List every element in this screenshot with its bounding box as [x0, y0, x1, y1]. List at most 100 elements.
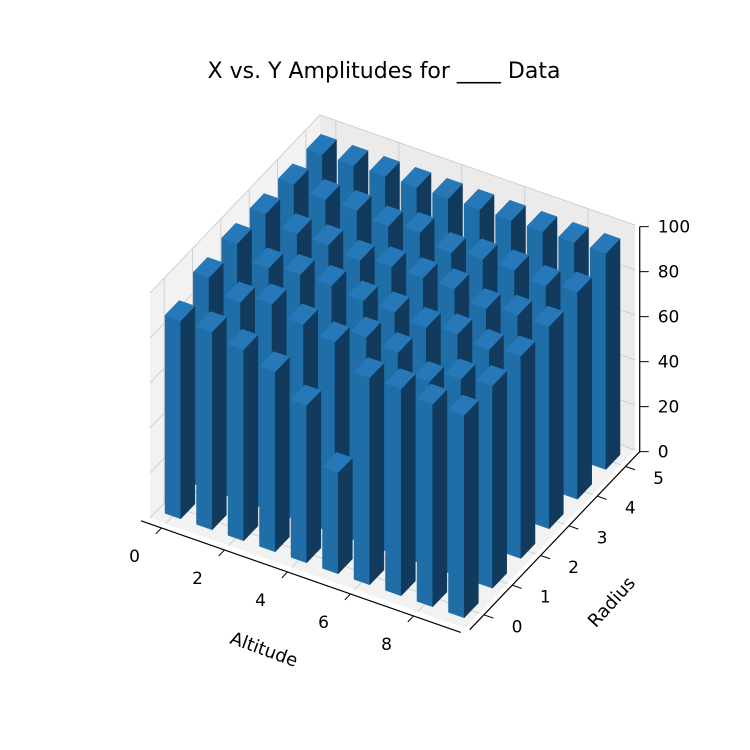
- bars-group: [164, 133, 621, 619]
- x-tick-mark: [344, 593, 351, 601]
- bar-side-face: [369, 362, 385, 586]
- bar: [533, 305, 564, 530]
- y-tick-label: 1: [540, 588, 551, 608]
- bar-top-face: [224, 281, 256, 303]
- bar: [164, 300, 196, 520]
- bar-top-face: [438, 268, 470, 290]
- bar: [561, 271, 593, 500]
- bar-side-face: [180, 305, 196, 520]
- bar: [353, 357, 385, 586]
- x-tick-label: 2: [192, 569, 203, 589]
- bar-top-face: [350, 316, 382, 338]
- bar: [290, 384, 322, 564]
- bar-top-face: [337, 144, 369, 166]
- bar-front-face: [353, 371, 370, 586]
- z-tick-label: 60: [658, 308, 680, 328]
- bar: [385, 368, 416, 597]
- bar-side-face: [577, 276, 592, 500]
- bar-front-face: [227, 343, 244, 542]
- bar-side-face: [306, 389, 322, 564]
- y-tick-label: 3: [597, 528, 608, 548]
- bar-front-face: [164, 314, 181, 520]
- bar-top-face: [526, 210, 558, 232]
- y-tick-label: 5: [653, 469, 664, 489]
- y-tick-label: 0: [512, 617, 523, 637]
- bar-top-face: [287, 303, 319, 325]
- bar-top-face: [353, 357, 385, 379]
- bar-front-face: [385, 382, 402, 597]
- y-tick-label: 2: [568, 558, 579, 578]
- bar-side-face: [520, 340, 536, 560]
- bar-top-face: [463, 188, 495, 210]
- bar-top-face: [533, 305, 564, 327]
- x-tick-mark: [281, 571, 288, 579]
- bar-top-face: [227, 329, 259, 350]
- bar-side-face: [243, 334, 259, 542]
- bar-top-face: [281, 213, 312, 235]
- bar-top-face: [407, 257, 438, 279]
- bar-top-face: [410, 306, 441, 328]
- bar-side-face: [337, 457, 353, 575]
- bar-front-face: [533, 320, 550, 530]
- x-tick-mark: [155, 527, 162, 535]
- bar-top-face: [444, 358, 476, 380]
- x-tick-mark: [218, 549, 225, 557]
- bar-side-face: [605, 238, 621, 471]
- bar: [589, 232, 621, 471]
- y-tick-mark: [597, 495, 607, 500]
- y-tick-label: 4: [625, 499, 636, 519]
- bar-top-face: [470, 288, 501, 310]
- y-tick-mark: [568, 525, 579, 530]
- bar-top-face: [441, 313, 473, 335]
- bar-top-face: [255, 283, 287, 305]
- bar-top-face: [306, 133, 337, 155]
- bar-front-face: [322, 466, 339, 575]
- bar-top-face: [501, 294, 533, 316]
- z-tick-label: 100: [658, 218, 690, 238]
- bar-top-face: [340, 190, 372, 211]
- z-tick-label: 20: [658, 398, 680, 418]
- bar-front-face: [196, 325, 213, 531]
- bar-side-face: [492, 370, 507, 589]
- x-tick-label: 8: [381, 635, 392, 655]
- bar-side-face: [400, 373, 416, 597]
- bar-top-face: [315, 264, 347, 286]
- bar-top-face: [318, 321, 350, 343]
- bar-top-face: [381, 332, 413, 353]
- x-tick-label: 0: [129, 547, 140, 567]
- bar: [504, 335, 536, 560]
- bar-top-face: [504, 335, 536, 357]
- bar-front-face: [476, 379, 493, 589]
- bar-top-face: [344, 239, 375, 261]
- bar-front-face: [416, 398, 433, 608]
- x-axis-line: [140, 520, 461, 634]
- y-tick-mark: [625, 466, 636, 471]
- bar-front-face: [589, 247, 607, 470]
- bar-front-face: [259, 365, 276, 553]
- x-tick-label: 6: [318, 613, 329, 633]
- bar-top-face: [259, 351, 290, 373]
- bar-top-face: [448, 394, 479, 416]
- bar-top-face: [561, 271, 593, 293]
- bar-top-face: [312, 224, 344, 246]
- y-tick-mark: [483, 614, 494, 619]
- axis-lines: [140, 226, 641, 634]
- bar-top-face: [322, 452, 353, 473]
- bar-top-face: [498, 249, 530, 271]
- bar-top-face: [589, 232, 621, 254]
- bar-front-face: [561, 286, 578, 500]
- bar-top-face: [221, 222, 252, 244]
- bar-side-face: [211, 316, 227, 531]
- bar-top-face: [495, 199, 526, 221]
- z-tick-label: 40: [658, 353, 680, 373]
- bar-top-face: [432, 177, 463, 199]
- bar-top-face: [400, 166, 432, 188]
- bar-top-face: [375, 246, 407, 268]
- bar: [416, 383, 448, 608]
- bar-top-face: [558, 221, 589, 243]
- bar: [322, 452, 353, 575]
- bar-top-face: [309, 179, 341, 200]
- bar-top-face: [372, 205, 404, 227]
- bar-top-face: [378, 291, 410, 313]
